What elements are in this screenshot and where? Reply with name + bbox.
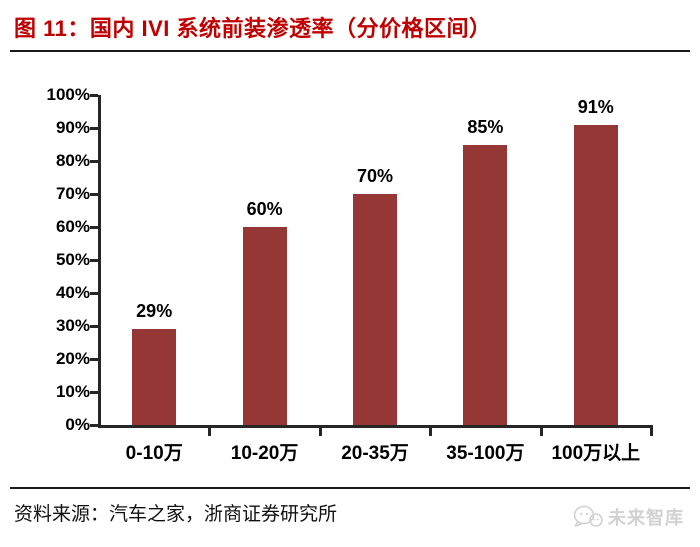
y-tick-label: 60% — [55, 217, 90, 236]
watermark-label: 未来智库 — [608, 508, 684, 528]
y-tick-mark — [90, 424, 98, 427]
bar — [573, 124, 618, 425]
y-tick-mark — [90, 358, 98, 361]
y-tick-label: 10% — [55, 382, 90, 401]
x-category-label: 20-35万 — [341, 443, 409, 464]
bar — [463, 144, 508, 425]
x-tick-mark — [318, 428, 322, 436]
y-tick-label: 30% — [55, 316, 90, 335]
figure-title: 图 11：国内 IVI 系统前装渗透率（分价格区间） — [14, 16, 492, 41]
y-tick-label: 0% — [65, 415, 90, 434]
bar-value-label: 85% — [467, 116, 504, 137]
y-tick-mark — [90, 226, 98, 229]
x-tick-mark — [539, 428, 543, 436]
y-tick-mark — [90, 325, 98, 328]
bar-value-label: 29% — [136, 301, 173, 322]
y-tick-label: 70% — [55, 184, 90, 203]
x-category-label: 100万以上 — [551, 443, 641, 464]
bar — [353, 194, 397, 425]
bar-value-label: 60% — [246, 199, 283, 219]
y-tick-mark — [90, 94, 98, 97]
y-tick-mark — [90, 160, 98, 163]
y-tick-mark — [90, 259, 98, 262]
title-underline — [10, 50, 690, 52]
y-tick-label: 50% — [55, 250, 90, 269]
x-axis-line — [98, 425, 653, 428]
y-tick-label: 40% — [55, 283, 90, 302]
y-tick-label: 20% — [55, 349, 90, 368]
chat-bubbles-icon — [573, 505, 603, 527]
y-tick-label: 80% — [55, 151, 90, 170]
x-tick-mark — [429, 428, 433, 436]
bar-value-label: 91% — [577, 96, 614, 117]
x-tick-mark — [208, 428, 212, 436]
x-category-label: 10-20万 — [230, 443, 299, 464]
y-tick-label: 90% — [55, 118, 90, 137]
watermark: 未来智库 — [573, 504, 684, 530]
y-tick-mark — [90, 292, 98, 295]
bar — [242, 227, 287, 425]
y-tick-label: 100% — [46, 85, 90, 104]
source-text: 资料来源：汽车之家，浙商证券研究所 — [14, 503, 338, 525]
bar-value-label: 70% — [356, 166, 394, 186]
y-tick-mark — [90, 127, 98, 130]
x-category-label: 0-10万 — [125, 443, 183, 464]
y-tick-mark — [90, 391, 98, 394]
y-tick-mark — [90, 193, 98, 196]
y-axis-line — [98, 95, 101, 428]
x-tick-mark — [650, 428, 653, 436]
bar — [132, 329, 177, 425]
source-divider — [10, 487, 690, 489]
x-category-label: 35-100万 — [446, 443, 525, 464]
